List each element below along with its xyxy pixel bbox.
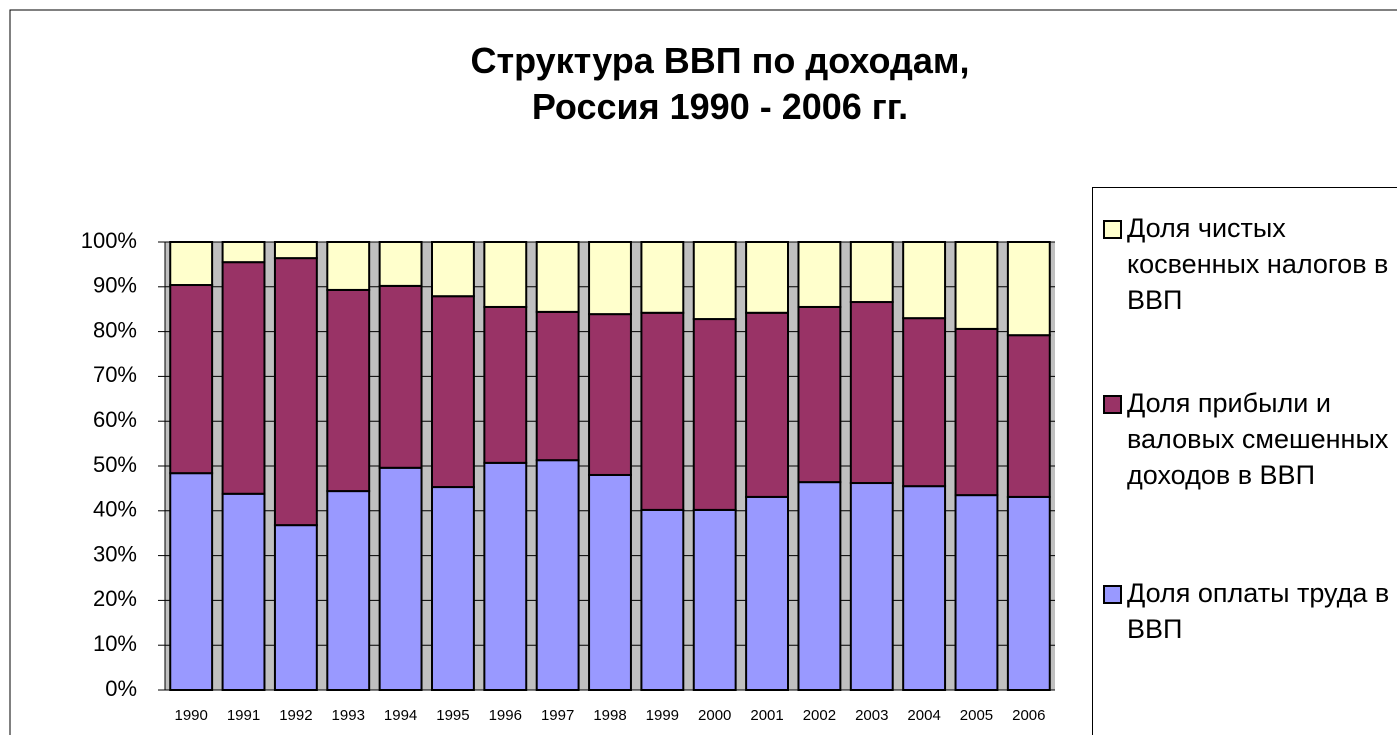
bar-segment — [849, 482, 894, 691]
bar-segment — [954, 494, 999, 691]
x-tick-label: 2000 — [698, 707, 731, 724]
bar-segment — [797, 241, 842, 308]
bar-segment — [1006, 495, 1051, 691]
y-tick-label: 80% — [93, 317, 137, 342]
y-tick-label: 40% — [93, 497, 137, 522]
bar-segment — [1006, 241, 1051, 337]
bar-segment — [169, 472, 214, 691]
bar-segment — [745, 495, 790, 691]
bar-segment — [954, 327, 999, 497]
y-tick-label: 100% — [81, 228, 137, 253]
bar-segment — [640, 508, 685, 691]
y-tick-label: 50% — [93, 452, 137, 477]
bar-segment — [692, 241, 737, 321]
bar-segment — [797, 481, 842, 691]
y-tick-label: 60% — [93, 407, 137, 432]
bar-segment — [326, 288, 371, 493]
x-tick-label: 1998 — [593, 707, 626, 724]
x-tick-label: 2004 — [907, 707, 940, 724]
x-tick-label: 1991 — [227, 707, 260, 724]
x-tick-label: 1997 — [541, 707, 574, 724]
bar-segment — [640, 241, 685, 314]
bar-segment — [378, 284, 423, 469]
legend: Доля чистых косвенных налогов в ВВП Доля … — [1092, 187, 1397, 735]
bar-segment — [378, 466, 423, 691]
y-tick-label: 10% — [93, 631, 137, 656]
bar-segment — [954, 241, 999, 330]
bar-segment — [483, 461, 528, 692]
x-tick-label: 1994 — [384, 707, 417, 724]
bar-segment — [326, 490, 371, 692]
bar-segment — [797, 305, 842, 484]
legend-entry: Доля прибыли и валовых смешенных доходов… — [1103, 385, 1397, 493]
bar-segment — [1006, 334, 1051, 498]
bar-segment — [849, 241, 894, 304]
bar-segment — [431, 486, 475, 691]
legend-swatch — [1103, 585, 1122, 604]
bar-segment — [221, 261, 266, 495]
bar-segment — [535, 459, 580, 691]
legend-label: Доля оплаты труда в ВВП — [1127, 578, 1390, 644]
legend-entry: Доля оплаты труда в ВВП — [1103, 575, 1397, 647]
bar-segment — [849, 301, 894, 485]
bar-segment — [588, 473, 632, 691]
bar-segment — [745, 241, 790, 314]
bar-segment — [221, 241, 266, 264]
legend-entry: Доля чистых косвенных налогов в ВВП — [1103, 210, 1397, 318]
bar-segment — [273, 241, 318, 260]
bar-segment — [169, 284, 214, 475]
bar-segment — [902, 241, 947, 320]
bar-segment — [692, 508, 737, 691]
bar-segment — [431, 241, 475, 298]
bar-segment — [535, 241, 580, 313]
x-tick-label: 2003 — [855, 707, 888, 724]
x-tick-label: 1990 — [174, 707, 207, 724]
bar-segment — [745, 311, 790, 498]
x-tick-label: 2005 — [960, 707, 993, 724]
bar-segment — [431, 295, 475, 489]
bar-segment — [588, 313, 632, 476]
x-tick-label: 1993 — [332, 707, 365, 724]
x-tick-label: 2001 — [750, 707, 783, 724]
x-tick-label: 1995 — [436, 707, 469, 724]
legend-swatch — [1103, 395, 1122, 414]
y-tick-label: 0% — [105, 676, 137, 701]
x-tick-label: 1996 — [489, 707, 522, 724]
y-tick-label: 20% — [93, 586, 137, 611]
y-tick-label: 90% — [93, 273, 137, 298]
bar-segment — [692, 318, 737, 511]
bar-segment — [483, 241, 528, 308]
chart-border — [9, 9, 1397, 735]
x-tick-label: 1992 — [279, 707, 312, 724]
bar-segment — [378, 241, 423, 287]
bar-segment — [588, 241, 632, 316]
x-tick-label: 2006 — [1012, 707, 1045, 724]
legend-label: Доля чистых косвенных налогов в ВВП — [1127, 213, 1389, 315]
chart-title: Структура ВВП по доходам, Россия 1990 - … — [470, 40, 970, 127]
legend-label: Доля прибыли и валовых смешенных доходов… — [1127, 388, 1389, 490]
y-tick-label: 30% — [93, 541, 137, 566]
bar-segment — [902, 485, 947, 691]
x-tick-label: 1999 — [646, 707, 679, 724]
bar-segment — [221, 492, 266, 691]
bar-segment — [169, 241, 214, 287]
x-tick-label: 2002 — [803, 707, 836, 724]
legend-swatch — [1103, 220, 1122, 239]
bar-segment — [326, 241, 371, 291]
bar-segment — [483, 305, 528, 464]
bar-segment — [273, 257, 318, 527]
bar-segment — [902, 317, 947, 488]
bar-segment — [640, 311, 685, 511]
y-tick-label: 70% — [93, 362, 137, 387]
bar-segment — [273, 524, 318, 691]
bar-segment — [535, 310, 580, 462]
